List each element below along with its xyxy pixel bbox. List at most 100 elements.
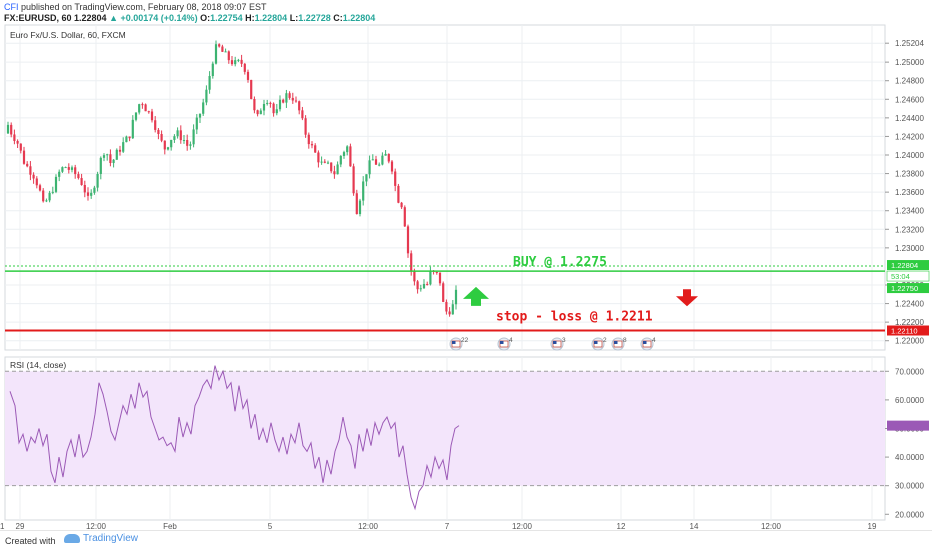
- candle-body: [106, 154, 109, 156]
- high-label: H:: [245, 13, 255, 23]
- candle-body: [352, 166, 355, 194]
- candle-body: [32, 174, 35, 179]
- candle-body: [294, 100, 298, 102]
- symbol-info: FX:EURUSD, 60 1.22804 ▲ +0.00174 (+0.14%…: [4, 13, 375, 23]
- candle-body: [186, 139, 189, 146]
- candle-body: [326, 162, 330, 164]
- time-tick-label: 12:00: [86, 522, 107, 530]
- publisher-link[interactable]: CFI: [4, 2, 19, 12]
- candle-body: [374, 159, 378, 165]
- candle-body: [157, 129, 160, 135]
- candle-body: [371, 159, 374, 161]
- candle-body: [346, 146, 349, 153]
- event-marker: 3: [550, 337, 566, 351]
- candle-body: [115, 149, 118, 160]
- candle-body: [426, 283, 429, 285]
- event-count: 8: [623, 337, 627, 344]
- buy-annotation: BUY @ 1.2275: [513, 255, 607, 270]
- candle-body: [192, 129, 195, 145]
- price-tick-label: 1.24600: [895, 95, 924, 104]
- candle-body: [285, 93, 288, 103]
- candle-body: [269, 102, 272, 104]
- price-tag-stop-label: 1.22110: [891, 327, 918, 336]
- candle-body: [330, 162, 333, 172]
- price-tick-label: 1.22200: [895, 318, 924, 327]
- candle-body: [403, 207, 406, 227]
- price-tick-label: 1.25204: [895, 39, 924, 48]
- time-tick-label: Feb: [163, 522, 177, 530]
- candle-body: [419, 288, 422, 290]
- event-marker: 2: [591, 337, 607, 351]
- candle-body: [259, 110, 262, 115]
- candle-body: [243, 63, 246, 72]
- candle-body: [19, 143, 22, 151]
- price-tick-label: 1.24400: [895, 114, 924, 123]
- time-tick-label: 12: [617, 522, 626, 530]
- time-tick-label: 29: [16, 522, 25, 530]
- flag-canton: [553, 341, 557, 344]
- candle-body: [77, 174, 80, 179]
- candle-body: [240, 59, 243, 64]
- time-tick-label: 14: [690, 522, 699, 530]
- rsi-tick-label: 20.0000: [895, 510, 924, 519]
- candle-body: [51, 191, 54, 193]
- candle-body: [195, 117, 198, 130]
- low-value: 1.22728: [298, 13, 331, 23]
- candle-body: [256, 110, 259, 115]
- price-tag-stop: [887, 325, 929, 336]
- price-tick-label: 1.23800: [895, 170, 924, 179]
- candle-body: [416, 281, 419, 290]
- price-tick-label: 1.23600: [895, 188, 924, 197]
- chart-canvas[interactable]: 1.25204 1.25000 1.24800 1.24600 1.24400 1.242…: [0, 0, 932, 530]
- event-count: 22: [461, 337, 469, 344]
- tradingview-logo[interactable]: TradingView: [64, 533, 138, 544]
- candle-body: [154, 120, 157, 130]
- candle-body: [170, 139, 173, 148]
- candle-body: [202, 102, 205, 114]
- price-change: ▲ +0.00174 (+0.14%): [109, 13, 198, 23]
- candle-body: [288, 93, 291, 98]
- candle-body: [394, 171, 397, 186]
- candle-body: [390, 161, 394, 172]
- candle-body: [438, 272, 442, 284]
- candle-body: [307, 134, 310, 145]
- price-tag-last: [887, 260, 929, 271]
- price-tick-label: 1.24800: [895, 77, 924, 86]
- candle-body: [349, 146, 352, 167]
- event-count: 2: [603, 337, 607, 344]
- candle-body: [355, 193, 358, 215]
- candle-body: [198, 113, 202, 118]
- candle-body: [384, 153, 387, 156]
- candle-body: [70, 167, 74, 170]
- rsi-last-tag: [887, 420, 929, 431]
- candle-body: [250, 79, 253, 100]
- candle-body: [208, 76, 211, 90]
- candle-body: [387, 153, 390, 162]
- candle-body: [26, 163, 29, 167]
- price-tick-label: 1.23000: [895, 244, 924, 253]
- price-tick-label: 1.25000: [895, 58, 924, 67]
- candle-body: [362, 181, 365, 201]
- candle-body: [67, 167, 70, 170]
- time-tick-label: 7: [445, 522, 450, 530]
- candle-body: [102, 155, 106, 158]
- candle-body: [90, 192, 93, 196]
- price-tag-timer-label: 53:04: [891, 272, 910, 281]
- flag-canton: [614, 341, 618, 344]
- candle-body: [38, 185, 42, 191]
- candle-body: [275, 109, 278, 114]
- open-label: O:: [200, 13, 211, 23]
- candle-body: [246, 71, 250, 80]
- candle-body: [314, 145, 317, 153]
- candle-body: [54, 176, 58, 192]
- price-tag-timer: [886, 270, 930, 282]
- high-value: 1.22804: [254, 13, 288, 23]
- flag-canton: [594, 341, 598, 344]
- price-tick-label: 1.22400: [895, 300, 924, 309]
- close-label: C:: [333, 13, 343, 23]
- candle-body: [182, 139, 186, 141]
- candle-body: [189, 144, 192, 146]
- flag-canton: [643, 341, 647, 344]
- candle-body: [448, 311, 451, 315]
- candle-body: [410, 253, 413, 271]
